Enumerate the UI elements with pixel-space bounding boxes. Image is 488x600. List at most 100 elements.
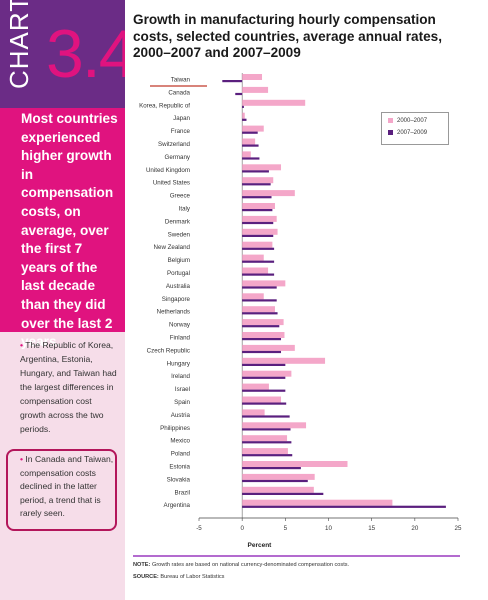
note-label: NOTE: [133,562,151,568]
category-label-netherlands: Netherlands [157,309,190,316]
bar-2007-2009-slovakia [242,479,308,483]
bar-2007-2009-taiwan [222,80,243,83]
legend: 2000–2007 2007–2009 [381,112,449,145]
category-label-czech-republic: Czech Republic [147,347,190,354]
bar-2000-2007-greece [242,190,295,197]
category-label-united-states: United States [153,180,190,187]
bar-2000-2007-switzerland [242,138,256,145]
bar-2007-2009-estonia [242,467,301,470]
category-label-switzerland: Switzerland [158,141,191,148]
bar-2007-2009-switzerland [242,144,259,147]
bar-2000-2007-philippines [242,422,307,429]
bar-2000-2007-spain [242,396,282,403]
category-label-taiwan: Taiwan [171,77,191,84]
bar-2007-2009-argentina [242,505,446,508]
bar-2007-2009-finland [242,338,282,341]
bar-2000-2007-portugal [242,267,269,274]
category-label-portugal: Portugal [167,270,190,277]
footnote-note: NOTE: Growth rates are based on national… [133,562,463,568]
bar-2007-2009-philippines [242,428,291,431]
bar-2000-2007-italy [242,203,275,209]
legend-item-2007-2009: 2007–2009 [388,130,427,136]
bar-2000-2007-mexico [242,435,288,442]
chart-tag: CHART 3.4 [0,0,125,108]
legend-label: 2007–2009 [397,130,428,137]
bar-2007-2009-czech-republic [242,350,282,354]
bar-2007-2009-israel [242,389,286,392]
x-tick-label: 0 [240,525,244,532]
category-label-mexico: Mexico [170,438,190,445]
bar-2007-2009-japan [242,118,247,121]
bar-2007-2009-brazil [242,492,324,495]
note2-text: In Canada and Taiwan, compensation costs… [20,454,114,518]
x-tick-label: 15 [368,525,375,532]
note1-text: The Republic of Korea, Argentina, Estoni… [20,340,117,434]
legend-item-2000-2007: 2000–2007 [388,118,427,124]
legend-swatch-2007-2009 [388,130,393,135]
chart-number: 3.4 [46,16,125,92]
footnote-source: SOURCE: Bureau of Labor Statistics [133,574,463,580]
category-label-sweden: Sweden [168,231,191,238]
bar-2000-2007-austria [242,409,265,416]
category-label-canada: Canada [168,89,190,96]
bar-2000-2007-argentina [242,499,393,506]
x-tick-label: 5 [284,525,288,532]
bar-2007-2009-australia [242,286,277,289]
bar-2000-2007-new-zealand [242,241,273,248]
sidebar: CHART 3.4 Most countries experienced hig… [0,0,125,600]
category-label-brazil: Brazil [175,489,190,496]
bullet-icon: • [20,454,24,464]
x-tick-label: 10 [325,525,332,532]
category-label-denmark: Denmark [165,218,191,225]
bar-2000-2007-estonia [242,461,348,467]
bar-2000-2007-israel [242,383,269,390]
category-label-poland: Poland [171,451,191,458]
bar-2000-2007-japan [242,112,245,119]
bar-2000-2007-ireland [242,370,292,377]
category-label-hungary: Hungary [167,360,191,367]
bar-2007-2009-denmark [242,221,274,225]
bar-2000-2007-poland [242,448,288,455]
bar-2000-2007-hungary [242,357,326,364]
bar-2007-2009-portugal [242,273,275,276]
category-label-italy: Italy [179,206,191,213]
source-label: SOURCE: [133,574,159,580]
note-korea-argentina: • The Republic of Korea, Argentina, Esto… [20,338,118,436]
category-label-united-kingdom: United Kingdom [146,167,190,174]
bar-2007-2009-netherlands [242,312,278,315]
bar-2007-2009-sweden [242,234,274,237]
category-label-philippines: Philippines [160,425,190,432]
bottom-divider [133,555,460,557]
bar-2007-2009-ireland [242,376,286,379]
category-label-australia: Australia [166,283,191,290]
note-canada-taiwan: • In Canada and Taiwan, compensation cos… [20,453,114,521]
bar-2000-2007-canada [242,86,269,93]
bar-2000-2007-denmark [242,215,277,222]
x-axis-label: Percent [248,542,273,549]
bar-2000-2007-czech-republic [242,344,295,351]
bar-2000-2007-germany [242,151,251,158]
bar-2007-2009-spain [242,402,287,405]
bar-2000-2007-australia [242,280,286,287]
bar-2000-2007-finland [242,332,285,338]
bar-2000-2007-slovakia [242,473,315,480]
category-label-belgium: Belgium [168,257,190,264]
bar-2000-2007-netherlands [242,306,275,313]
bar-2007-2009-belgium [242,260,275,263]
source-text: Bureau of Labor Statistics [160,574,225,580]
note-canada-taiwan-box: • In Canada and Taiwan, compensation cos… [6,449,117,531]
bar-2000-2007-france [242,125,264,132]
legend-swatch-2000-2007 [388,118,393,123]
bar-2007-2009-poland [242,454,293,457]
bar-2007-2009-greece [242,196,272,199]
bar-2000-2007-singapore [242,293,264,300]
category-label-israel: Israel [175,386,190,393]
bar-2000-2007-united-states [242,177,274,184]
category-label-new-zealand: New Zealand [154,244,191,251]
bar-2000-2007-united-kingdom [242,164,282,171]
note-text: Growth rates are based on national curre… [151,562,350,568]
bar-2007-2009-united-kingdom [242,170,269,173]
bullet-icon: • [20,340,24,350]
category-label-finland: Finland [170,335,191,342]
